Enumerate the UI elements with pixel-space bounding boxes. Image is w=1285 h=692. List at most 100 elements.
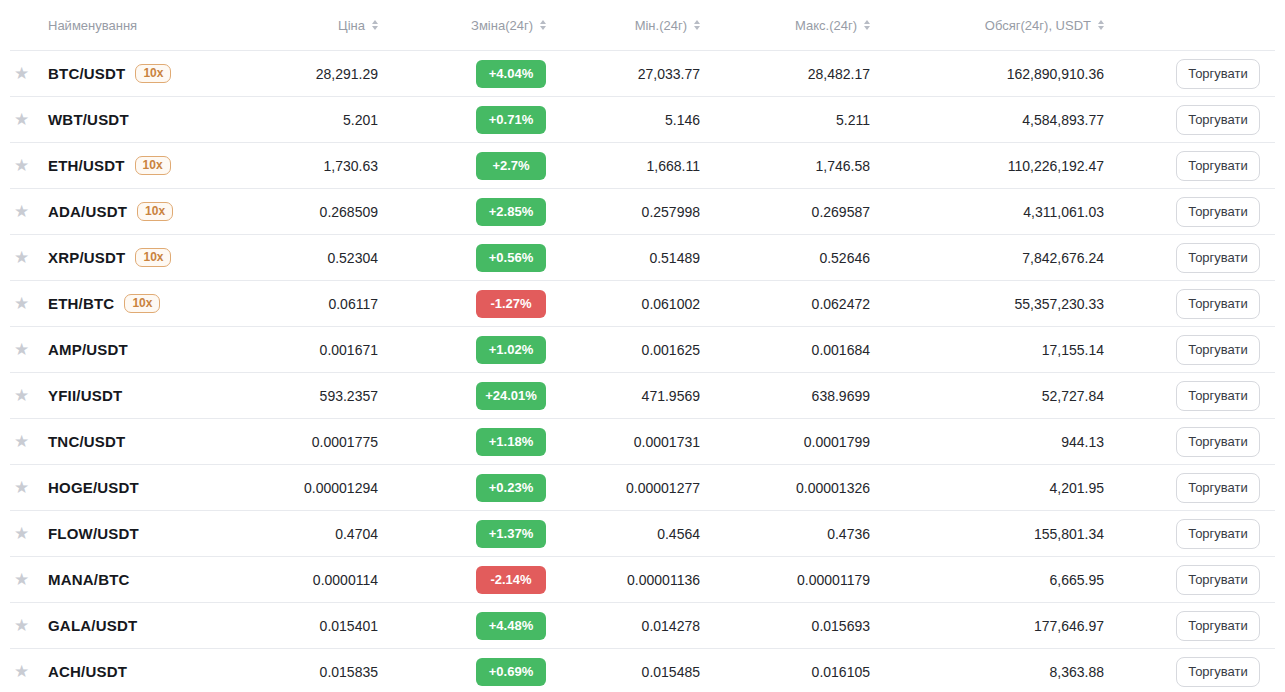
pair-name: ADA/USDT xyxy=(48,203,127,220)
table-row[interactable]: ★ ETH/USDT 10x 1,730.63 +2.7% 1,668.11 1… xyxy=(10,143,1275,189)
max-value: 0.269587 xyxy=(700,204,870,220)
table-row[interactable]: ★ BTC/USDT 10x 28,291.29 +4.04% 27,033.7… xyxy=(10,51,1275,97)
favorite-star-icon[interactable]: ★ xyxy=(10,433,48,450)
max-value: 0.062472 xyxy=(700,296,870,312)
favorite-star-icon[interactable]: ★ xyxy=(10,571,48,588)
change-badge: +1.18% xyxy=(476,428,546,456)
change-badge: +0.56% xyxy=(476,244,546,272)
trade-button[interactable]: Торгувати xyxy=(1176,289,1260,319)
max-value: 0.015693 xyxy=(700,618,870,634)
trade-button[interactable]: Торгувати xyxy=(1176,473,1260,503)
change-cell: +2.7% xyxy=(378,152,546,180)
trade-button[interactable]: Торгувати xyxy=(1176,105,1260,135)
pair-cell: ETH/USDT 10x xyxy=(48,156,248,175)
table-row[interactable]: ★ XRP/USDT 10x 0.52304 +0.56% 0.51489 0.… xyxy=(10,235,1275,281)
volume-value: 944.13 xyxy=(870,434,1104,450)
change-cell: +1.18% xyxy=(378,428,546,456)
volume-value: 110,226,192.47 xyxy=(870,158,1104,174)
table-row[interactable]: ★ WBT/USDT 5.201 +0.71% 5.146 5.211 4,58… xyxy=(10,97,1275,143)
max-value: 0.00001326 xyxy=(700,480,870,496)
column-header-volume[interactable]: Обсяг(24г), USDT xyxy=(870,18,1104,33)
trade-button[interactable]: Торгувати xyxy=(1176,381,1260,411)
price-value: 0.0001775 xyxy=(248,434,378,450)
volume-value: 155,801.34 xyxy=(870,526,1104,542)
favorite-star-icon[interactable]: ★ xyxy=(10,617,48,634)
change-cell: +0.71% xyxy=(378,106,546,134)
max-value: 0.0001799 xyxy=(700,434,870,450)
favorite-star-icon[interactable]: ★ xyxy=(10,525,48,542)
volume-value: 4,584,893.77 xyxy=(870,112,1104,128)
favorite-star-icon[interactable]: ★ xyxy=(10,203,48,220)
trade-cell: Торгувати xyxy=(1104,197,1275,227)
trade-button[interactable]: Торгувати xyxy=(1176,565,1260,595)
column-header-change[interactable]: Зміна(24г) xyxy=(378,18,546,33)
trade-button[interactable]: Торгувати xyxy=(1176,151,1260,181)
favorite-star-icon[interactable]: ★ xyxy=(10,387,48,404)
trade-button[interactable]: Торгувати xyxy=(1176,335,1260,365)
pair-cell: BTC/USDT 10x xyxy=(48,64,248,83)
trade-cell: Торгувати xyxy=(1104,243,1275,273)
column-header-min[interactable]: Мін.(24г) xyxy=(546,18,700,33)
trade-button[interactable]: Торгувати xyxy=(1176,243,1260,273)
favorite-star-icon[interactable]: ★ xyxy=(10,249,48,266)
price-value: 0.4704 xyxy=(248,526,378,542)
table-row[interactable]: ★ ACH/USDT 0.015835 +0.69% 0.015485 0.01… xyxy=(10,649,1275,692)
min-value: 0.015485 xyxy=(546,664,700,680)
trade-cell: Торгувати xyxy=(1104,473,1275,503)
table-row[interactable]: ★ FLOW/USDT 0.4704 +1.37% 0.4564 0.4736 … xyxy=(10,511,1275,557)
volume-value: 4,201.95 xyxy=(870,480,1104,496)
pair-name: GALA/USDT xyxy=(48,617,137,634)
favorite-star-icon[interactable]: ★ xyxy=(10,157,48,174)
pair-name: XRP/USDT xyxy=(48,249,125,266)
change-badge: +1.02% xyxy=(476,336,546,364)
price-value: 0.268509 xyxy=(248,204,378,220)
change-badge: +0.69% xyxy=(476,658,546,686)
table-row[interactable]: ★ HOGE/USDT 0.00001294 +0.23% 0.00001277… xyxy=(10,465,1275,511)
change-cell: +24.01% xyxy=(378,382,546,410)
trade-button[interactable]: Торгувати xyxy=(1176,427,1260,457)
pair-name: MANA/BTC xyxy=(48,571,130,588)
table-header-row: Найменування Ціна Зміна(24г) Мін.(24г) М… xyxy=(10,0,1275,51)
price-value: 0.52304 xyxy=(248,250,378,266)
max-value: 0.016105 xyxy=(700,664,870,680)
favorite-star-icon[interactable]: ★ xyxy=(10,111,48,128)
trade-button[interactable]: Торгувати xyxy=(1176,519,1260,549)
change-cell: +0.69% xyxy=(378,658,546,686)
max-value: 0.001684 xyxy=(700,342,870,358)
favorite-star-icon[interactable]: ★ xyxy=(10,65,48,82)
pair-name: HOGE/USDT xyxy=(48,479,139,496)
favorite-star-icon[interactable]: ★ xyxy=(10,479,48,496)
favorite-star-icon[interactable]: ★ xyxy=(10,341,48,358)
volume-value: 4,311,061.03 xyxy=(870,204,1104,220)
table-row[interactable]: ★ MANA/BTC 0.0000114 -2.14% 0.00001136 0… xyxy=(10,557,1275,603)
volume-value: 8,363.88 xyxy=(870,664,1104,680)
leverage-badge: 10x xyxy=(124,294,160,313)
table-row[interactable]: ★ TNC/USDT 0.0001775 +1.18% 0.0001731 0.… xyxy=(10,419,1275,465)
table-row[interactable]: ★ AMP/USDT 0.001671 +1.02% 0.001625 0.00… xyxy=(10,327,1275,373)
price-value: 0.015835 xyxy=(248,664,378,680)
table-row[interactable]: ★ ADA/USDT 10x 0.268509 +2.85% 0.257998 … xyxy=(10,189,1275,235)
volume-value: 55,357,230.33 xyxy=(870,296,1104,312)
sort-icon[interactable] xyxy=(1098,20,1104,30)
trade-button[interactable]: Торгувати xyxy=(1176,59,1260,89)
column-header-price[interactable]: Ціна xyxy=(248,18,378,33)
favorite-star-icon[interactable]: ★ xyxy=(10,663,48,680)
change-cell: +4.48% xyxy=(378,612,546,640)
trade-button[interactable]: Торгувати xyxy=(1176,657,1260,687)
change-badge: +0.71% xyxy=(476,106,546,134)
table-row[interactable]: ★ GALA/USDT 0.015401 +4.48% 0.014278 0.0… xyxy=(10,603,1275,649)
pair-cell: TNC/USDT xyxy=(48,433,248,450)
table-row[interactable]: ★ ETH/BTC 10x 0.06117 -1.27% 0.061002 0.… xyxy=(10,281,1275,327)
change-cell: +0.23% xyxy=(378,474,546,502)
trade-button[interactable]: Торгувати xyxy=(1176,197,1260,227)
price-value: 5.201 xyxy=(248,112,378,128)
pair-cell: GALA/USDT xyxy=(48,617,248,634)
trade-cell: Торгувати xyxy=(1104,427,1275,457)
table-row[interactable]: ★ YFII/USDT 593.2357 +24.01% 471.9569 63… xyxy=(10,373,1275,419)
volume-value: 177,646.97 xyxy=(870,618,1104,634)
column-header-max[interactable]: Макс.(24г) xyxy=(700,18,870,33)
favorite-star-icon[interactable]: ★ xyxy=(10,295,48,312)
column-header-label: Мін.(24г) xyxy=(635,18,687,33)
trade-button[interactable]: Торгувати xyxy=(1176,611,1260,641)
change-cell: +0.56% xyxy=(378,244,546,272)
